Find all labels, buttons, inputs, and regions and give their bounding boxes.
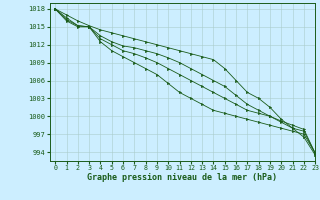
X-axis label: Graphe pression niveau de la mer (hPa): Graphe pression niveau de la mer (hPa)	[87, 173, 277, 182]
